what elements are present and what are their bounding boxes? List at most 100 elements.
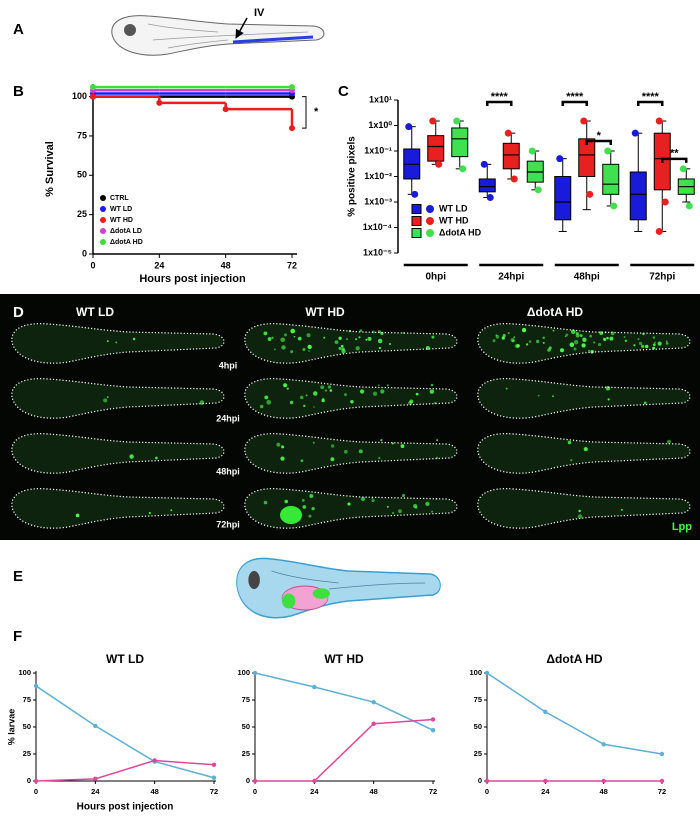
data-point <box>90 84 96 91</box>
bacteria-spot <box>347 502 351 506</box>
bacteria-spot <box>367 336 372 341</box>
imaging-panel <box>0 294 700 540</box>
bacteria-spot <box>281 445 285 449</box>
bacteria-spot <box>371 499 375 503</box>
x-tick-label: 0 <box>485 787 489 796</box>
larva-outline <box>477 488 691 529</box>
y-tick-label: 50 <box>23 722 31 731</box>
series-line <box>255 718 434 782</box>
series-line <box>35 759 215 782</box>
larva-image <box>244 488 458 529</box>
data-point <box>289 84 295 91</box>
data-point <box>156 99 163 106</box>
bacteria-spot <box>391 442 394 445</box>
bacteria-spot <box>323 336 326 339</box>
legend-marker <box>100 228 106 234</box>
bacteria-spot <box>283 333 288 337</box>
bacteria-spot <box>259 404 264 409</box>
legend-marker <box>100 195 106 201</box>
larva-image <box>244 323 458 364</box>
bacteria-spot <box>652 336 656 339</box>
legend-marker <box>426 205 434 213</box>
y-axis-label: % positive pixels <box>347 136 358 217</box>
bacteria-spot <box>289 400 294 405</box>
data-point <box>430 728 436 733</box>
bacteria-spot <box>359 329 363 332</box>
bacteria-spot <box>300 459 304 463</box>
larva-image <box>477 323 691 364</box>
bacteria-spot <box>313 391 318 396</box>
y-tick-label: 100 <box>18 668 31 677</box>
bacteria-spot <box>263 500 268 505</box>
legend-label: ΔdotA HD <box>439 227 482 237</box>
larva-image <box>477 378 691 419</box>
y-tick-label: 75 <box>242 695 250 704</box>
y-tick-label: 50 <box>242 722 250 731</box>
bacteria-spot <box>380 438 383 442</box>
bacteria-spot <box>552 329 555 332</box>
y-tick-label: 25 <box>474 749 482 758</box>
bacteria-spot <box>607 398 610 401</box>
legend-marker <box>100 206 106 212</box>
larva-image <box>477 488 691 529</box>
bacteria-spot <box>641 344 645 348</box>
row-label: 48hpi <box>216 466 240 476</box>
box <box>451 127 469 158</box>
column-label: WT LD <box>76 305 114 319</box>
bacteria-spot <box>267 337 272 341</box>
bacteria-spot <box>302 505 307 509</box>
bacteria-spot <box>359 389 365 394</box>
bacteria-spot <box>603 337 607 342</box>
bacteria-spot <box>637 338 640 341</box>
outlier-point <box>661 198 669 206</box>
data-point <box>93 723 98 729</box>
bacteria-spot <box>306 333 311 338</box>
row-label: 72hpi <box>216 519 240 529</box>
larva-image <box>11 433 225 474</box>
bacteria-spot <box>338 346 342 350</box>
larva-schematic <box>236 557 441 619</box>
data-point <box>252 778 258 784</box>
bacteria-spot <box>429 389 435 394</box>
bacteria-spot <box>620 508 623 511</box>
bacteria-spot <box>392 512 394 514</box>
bacteria-spot <box>330 444 335 448</box>
bacteria-spot <box>652 346 656 350</box>
bacteria-spot <box>633 344 636 347</box>
bacteria-spot <box>589 334 592 338</box>
bacteria-spot <box>643 401 647 405</box>
data-point <box>659 751 665 757</box>
legend-marker <box>426 217 434 225</box>
outlier-point <box>679 165 687 173</box>
larva-outline <box>11 323 225 364</box>
larva-outline <box>477 378 691 419</box>
larva-outline <box>11 378 225 419</box>
outlier-point <box>631 129 639 137</box>
bacteria-spot <box>638 341 643 346</box>
bacteria-spot <box>286 387 289 390</box>
bacteria-spot <box>588 349 590 352</box>
box <box>578 138 596 177</box>
bacteria-spot <box>570 329 576 335</box>
data-point <box>601 742 606 747</box>
bacteria-spot <box>605 385 611 391</box>
outlier-point <box>486 194 494 202</box>
box <box>554 176 572 221</box>
significance-label: * <box>314 106 319 118</box>
data-point <box>33 778 39 784</box>
legend-label: WT HD <box>439 215 469 225</box>
data-point <box>312 684 317 690</box>
box <box>427 135 445 162</box>
bacteria-spot <box>654 341 656 344</box>
bacteria-spot <box>290 350 294 354</box>
bacteria-spot <box>312 441 315 444</box>
x-tick-label: 24 <box>310 787 319 796</box>
bacteria-spot <box>597 342 602 347</box>
bacteria-spot <box>303 404 306 408</box>
chart-title: WT HD <box>324 652 364 666</box>
y-tick-label: 100 <box>72 91 87 101</box>
outlier-point <box>556 155 564 163</box>
bacteria-spot <box>644 344 649 349</box>
bacteria-spot <box>313 406 315 408</box>
legend-label: WT LD <box>439 203 468 213</box>
